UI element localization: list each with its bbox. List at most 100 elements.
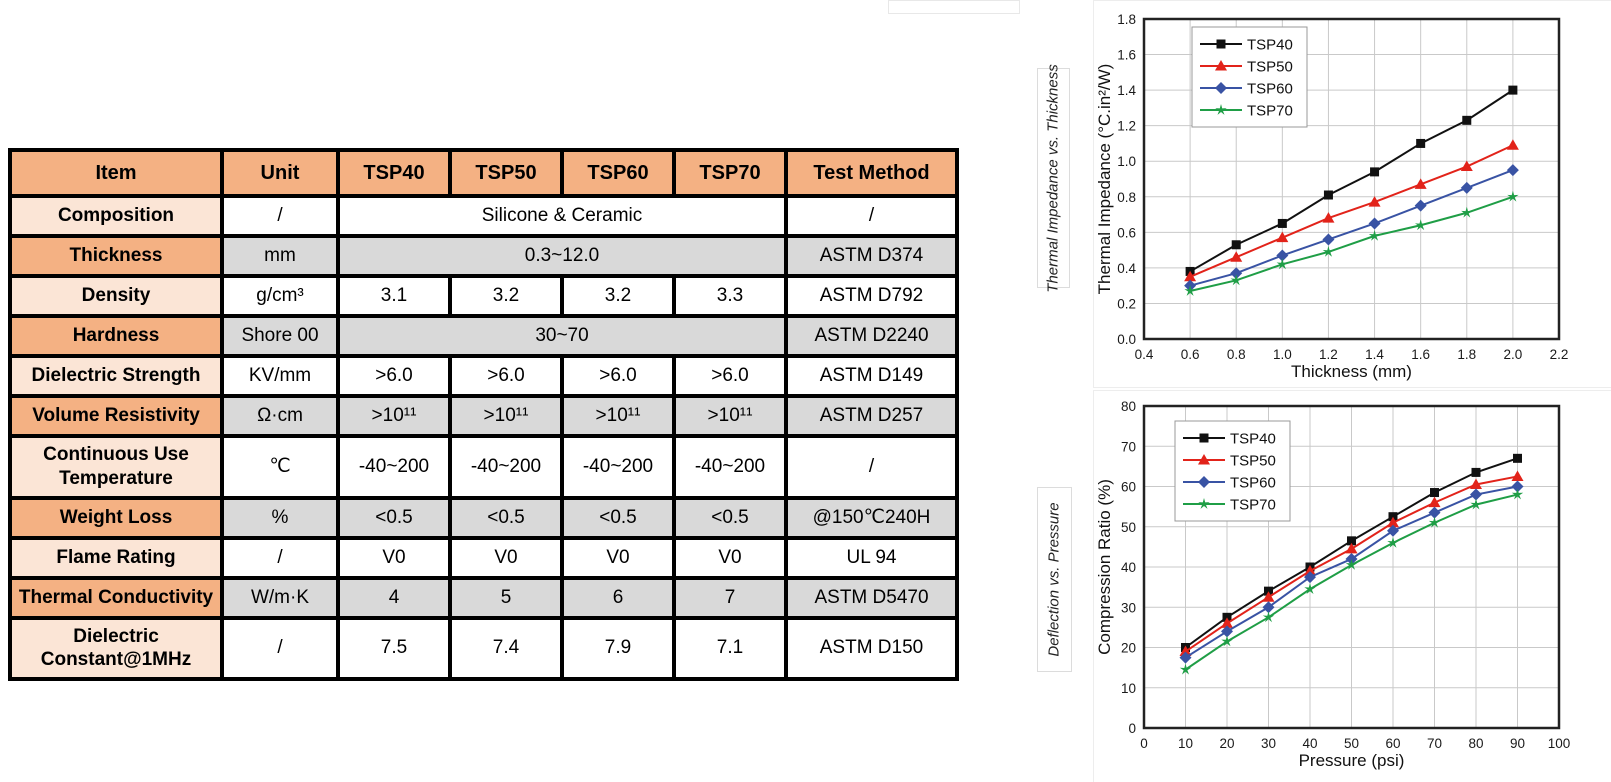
series-marker-tsp60 [1179, 651, 1192, 664]
series-marker-tsp50 [1304, 565, 1316, 576]
x-tick-label: 1.8 [1457, 347, 1476, 362]
table-row-hardness: Hardness Shore 00 30~70 ASTM D2240 [8, 314, 959, 358]
value-cell-tsp40: >10¹¹ [336, 394, 452, 438]
x-tick-label: 60 [1385, 736, 1400, 751]
x-tick-label: 90 [1510, 736, 1525, 751]
y-tick-label: 30 [1121, 600, 1136, 615]
series-marker-tsp50 [1368, 196, 1381, 207]
value-cell-tsp60: -40~200 [560, 434, 676, 500]
series-marker-tsp40 [1508, 85, 1518, 95]
series-line-tsp70 [1189, 195, 1514, 292]
series-marker-tsp60 [1368, 217, 1381, 230]
table-row-dielectric-strength: Dielectric Strength KV/mm >6.0 >6.0 >6.0 >6.0… [8, 354, 959, 398]
y-tick-label: 50 [1121, 520, 1136, 535]
series-marker-tsp50 [1345, 542, 1358, 554]
test-method-cell: ASTM D150 [784, 615, 959, 681]
y-tick-label: 0 [1128, 721, 1136, 736]
y-axis-label: Thermal Impedance (°C.in²/W) [1095, 64, 1114, 295]
y-tick-label: 0.6 [1117, 225, 1136, 240]
y-tick-label: 1.2 [1117, 119, 1136, 134]
legend-label-tsp40: TSP40 [1247, 37, 1293, 54]
value-cell-tsp50: <0.5 [448, 495, 564, 540]
series-marker-tsp50 [1470, 478, 1482, 489]
series-marker-tsp40 [1430, 488, 1439, 498]
series-marker-tsp70 [1470, 498, 1482, 510]
series-marker-tsp70 [1262, 611, 1275, 623]
merged-value-cell: Silicone & Ceramic [336, 194, 788, 238]
series-marker-tsp50 [1322, 212, 1335, 223]
series-marker-tsp70 [1230, 274, 1242, 286]
series-line-tsp60 [1189, 169, 1514, 287]
y-tick-label: 20 [1121, 641, 1136, 656]
x-tick-label: 1.0 [1273, 347, 1292, 362]
x-tick-label: 100 [1548, 736, 1571, 751]
series-marker-tsp70 [1415, 219, 1427, 231]
value-cell-tsp40: 3.1 [336, 274, 452, 318]
merged-value-cell: 30~70 [336, 314, 788, 358]
table-row-composition: Composition / Silicone & Ceramic / [8, 194, 959, 238]
item-label: Thermal Conductivity [8, 575, 224, 620]
legend-marker-tsp40 [1216, 39, 1226, 49]
merged-value-cell: 0.3~12.0 [336, 234, 788, 278]
y-tick-label: 1.8 [1117, 12, 1136, 27]
y-tick-label: 10 [1121, 681, 1136, 696]
y-tick-label: 0.4 [1117, 261, 1136, 276]
y-tick-label: 60 [1121, 480, 1136, 495]
unit-cell: mm [220, 234, 340, 278]
y-tick-label: 0.8 [1117, 190, 1136, 205]
series-marker-tsp50 [1262, 591, 1275, 602]
series-marker-tsp70 [1461, 206, 1473, 218]
value-cell-tsp50: >10¹¹ [448, 394, 564, 438]
header-tsp40: TSP40 [336, 148, 452, 198]
series-marker-tsp40 [1471, 467, 1481, 477]
value-cell-tsp60: <0.5 [560, 495, 676, 540]
item-label: Composition [8, 194, 224, 238]
unit-cell: g/cm³ [220, 274, 340, 318]
value-cell-tsp70: >6.0 [672, 354, 788, 398]
series-marker-tsp70 [1184, 285, 1196, 296]
test-method-cell: / [784, 194, 959, 238]
series-line-tsp40 [1189, 89, 1514, 273]
series-marker-tsp70 [1221, 635, 1233, 647]
x-tick-label: 40 [1302, 736, 1317, 751]
test-method-cell: / [784, 434, 959, 500]
x-tick-label: 50 [1344, 736, 1359, 751]
test-method-cell: @150℃240H [784, 495, 959, 540]
chart-side-label-deflection: Deflection vs. Pressure [1037, 487, 1072, 672]
table-row-density: Density g/cm³ 3.1 3.2 3.2 3.3 ASTM D792 [8, 274, 959, 318]
value-cell-tsp40: 4 [336, 575, 452, 620]
series-marker-tsp70 [1511, 488, 1524, 500]
legend-label-tsp60: TSP60 [1247, 81, 1293, 98]
x-tick-label: 30 [1261, 736, 1276, 751]
series-marker-tsp70 [1368, 229, 1381, 241]
test-method-cell: UL 94 [784, 535, 959, 580]
unit-cell: / [220, 615, 340, 681]
legend-marker-tsp50 [1198, 454, 1210, 465]
value-cell-tsp40: >6.0 [336, 354, 452, 398]
item-label: Thickness [8, 234, 224, 278]
y-tick-label: 0.0 [1117, 332, 1136, 347]
legend-label-tsp60: TSP60 [1230, 475, 1276, 492]
value-cell-tsp40: <0.5 [336, 495, 452, 540]
unit-cell: W/m·K [220, 575, 340, 620]
series-marker-tsp50 [1179, 645, 1192, 657]
legend-marker-tsp40 [1199, 433, 1209, 443]
test-method-cell: ASTM D5470 [784, 575, 959, 620]
table-row-continuous-use-temperature: Continuous Use Temperature ℃ -40~200 -40~20… [8, 434, 959, 500]
y-tick-label: 40 [1121, 560, 1136, 575]
series-marker-tsp70 [1304, 583, 1316, 594]
series-marker-tsp50 [1184, 270, 1197, 282]
x-tick-label: 2.0 [1503, 347, 1522, 362]
series-marker-tsp50 [1414, 178, 1427, 189]
item-label: Continuous Use Temperature [8, 434, 224, 500]
thermal-impedance-chart: 0.4 0.6 0.8 1.0 1.2 1.4 1.6 1.8 2.0 2.2 0.0 0.2 0.4 0… [1093, 0, 1611, 388]
value-cell-tsp60: >6.0 [560, 354, 676, 398]
value-cell-tsp60: >10¹¹ [560, 394, 676, 438]
series-marker-tsp40 [1231, 240, 1241, 250]
unit-cell: Ω·cm [220, 394, 340, 438]
series-marker-tsp70 [1345, 559, 1358, 570]
series-marker-tsp50 [1428, 496, 1441, 508]
series-marker-tsp70 [1179, 663, 1192, 675]
value-cell-tsp60: 7.9 [560, 615, 676, 681]
series-marker-tsp60 [1511, 480, 1524, 493]
